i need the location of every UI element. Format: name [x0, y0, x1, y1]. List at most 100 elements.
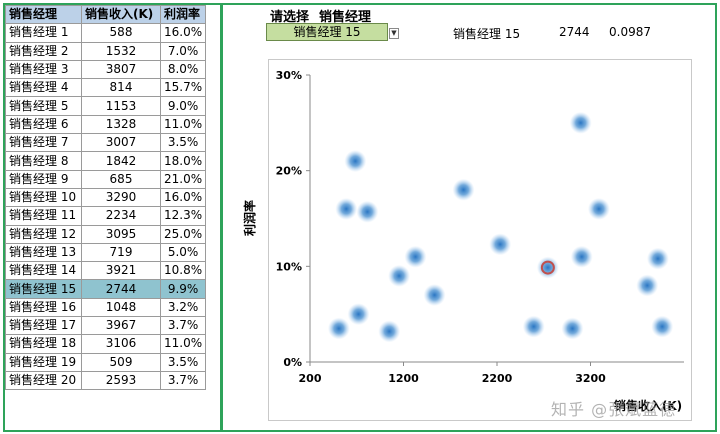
cell-revenue: 3967	[81, 316, 161, 336]
cell-revenue: 3921	[81, 261, 161, 281]
watermark: 知乎 @张斌蓝德	[551, 400, 677, 419]
table-row[interactable]: 销售经理 17 3967 3.7%	[5, 316, 207, 336]
table-row[interactable]: 销售经理 5 1153 9.0%	[5, 96, 207, 116]
scatter-point[interactable]	[561, 317, 584, 340]
cell-revenue: 1532	[81, 41, 161, 61]
cell-revenue: 1153	[81, 96, 161, 116]
readout-revenue: 2744	[559, 25, 590, 39]
scatter-point[interactable]	[536, 256, 559, 279]
scatter-point[interactable]	[489, 233, 512, 256]
table-row[interactable]: 销售经理 15 2744 9.9%	[5, 279, 207, 299]
chart-frame	[221, 3, 717, 432]
scatter-point[interactable]	[452, 178, 475, 201]
cell-revenue: 2593	[81, 370, 161, 391]
cell-manager: 销售经理 13	[5, 242, 82, 263]
readout-name: 销售经理 15	[453, 27, 521, 41]
table-row[interactable]: 销售经理 2 1532 7.0%	[5, 41, 207, 61]
table-row[interactable]: 销售经理 6 1328 11.0%	[5, 114, 207, 135]
cell-revenue: 588	[81, 23, 161, 43]
chevron-down-icon[interactable]: ▼	[389, 28, 399, 39]
x-tick-label: 3200	[575, 372, 606, 385]
table-row[interactable]: 销售经理 18 3106 11.0%	[5, 334, 207, 354]
cell-revenue: 2234	[81, 206, 161, 226]
cell-manager: 销售经理 19	[5, 352, 82, 372]
readout-margin: 0.0987	[609, 25, 651, 39]
table-row[interactable]: 销售经理 12 3095 25.0%	[5, 224, 207, 244]
scatter-point[interactable]	[569, 111, 592, 134]
cell-revenue: 3807	[81, 59, 161, 80]
y-tick-label: 0%	[283, 356, 302, 369]
cell-margin: 3.7%	[159, 370, 207, 391]
scatter-point[interactable]	[646, 247, 669, 270]
cell-margin: 21.0%	[159, 169, 207, 189]
cell-margin: 3.5%	[159, 133, 207, 153]
scatter-point[interactable]	[347, 303, 370, 326]
cell-revenue: 1048	[81, 297, 161, 318]
scatter-point[interactable]	[587, 197, 610, 220]
cell-margin: 11.0%	[159, 334, 207, 354]
cell-margin: 15.7%	[159, 78, 207, 98]
scatter-point[interactable]	[570, 245, 593, 268]
y-tick-label: 10%	[276, 260, 302, 273]
table-row[interactable]: 销售经理 9 685 21.0%	[5, 169, 207, 189]
cell-margin: 11.0%	[159, 114, 207, 135]
cell-manager: 销售经理 5	[5, 96, 82, 116]
table-row[interactable]: 销售经理 19 509 3.5%	[5, 352, 207, 372]
cell-manager: 销售经理 20	[5, 370, 82, 391]
scatter-point[interactable]	[327, 317, 350, 340]
cell-revenue: 1842	[81, 151, 161, 171]
cell-manager: 销售经理 2	[5, 41, 82, 61]
y-axis-title: 利润率	[242, 200, 257, 236]
cell-margin: 16.0%	[159, 187, 207, 208]
x-axis-title: 销售收入(K)	[614, 398, 682, 413]
cell-margin: 3.7%	[159, 316, 207, 336]
table-row[interactable]: 销售经理 1 588 16.0%	[5, 23, 207, 43]
y-tick-label: 20%	[276, 165, 302, 178]
cell-margin: 3.5%	[159, 352, 207, 372]
scatter-point[interactable]	[335, 197, 358, 220]
scatter-point[interactable]	[378, 320, 401, 343]
cell-margin: 16.0%	[159, 23, 207, 43]
table-row[interactable]: 销售经理 3 3807 8.0%	[5, 59, 207, 80]
cell-manager: 销售经理 3	[5, 59, 82, 80]
scatter-point[interactable]	[388, 264, 411, 287]
cell-revenue: 3106	[81, 334, 161, 354]
cell-margin: 3.2%	[159, 297, 207, 318]
scatter-point[interactable]	[356, 200, 379, 223]
cell-manager: 销售经理 11	[5, 206, 82, 226]
cell-revenue: 3095	[81, 224, 161, 244]
table-row[interactable]: 销售经理 11 2234 12.3%	[5, 206, 207, 226]
sales-table: 销售经理 销售收入(K) 利润率 销售经理 1 588 16.0% 销售经理 2 153…	[5, 4, 207, 391]
cell-revenue: 814	[81, 78, 161, 98]
table-row[interactable]: 销售经理 7 3007 3.5%	[5, 133, 207, 153]
header-manager[interactable]: 销售经理	[5, 4, 82, 25]
table-header-row: 销售经理 销售收入(K) 利润率	[5, 4, 207, 25]
table-row[interactable]: 销售经理 16 1048 3.2%	[5, 297, 207, 318]
scatter-point[interactable]	[344, 150, 367, 173]
highlight-point[interactable]	[540, 260, 555, 275]
cell-manager: 销售经理 6	[5, 114, 82, 135]
cell-margin: 18.0%	[159, 151, 207, 171]
cell-revenue: 1328	[81, 114, 161, 135]
header-margin[interactable]: 利润率	[159, 4, 207, 25]
scatter-point[interactable]	[404, 245, 427, 268]
manager-select[interactable]: 销售经理 15	[266, 23, 388, 41]
table-row[interactable]: 销售经理 4 814 15.7%	[5, 78, 207, 98]
cell-manager: 销售经理 1	[5, 23, 82, 43]
scatter-point[interactable]	[423, 284, 446, 307]
cell-margin: 9.9%	[159, 279, 207, 299]
table-row[interactable]: 销售经理 13 719 5.0%	[5, 242, 207, 263]
header-revenue[interactable]: 销售收入(K)	[81, 4, 161, 25]
cell-manager: 销售经理 14	[5, 261, 82, 281]
chart-area	[268, 59, 692, 421]
scatter-point[interactable]	[522, 315, 545, 338]
cell-manager: 销售经理 12	[5, 224, 82, 244]
table-row[interactable]: 销售经理 20 2593 3.7%	[5, 370, 207, 391]
scatter-point[interactable]	[651, 315, 674, 338]
table-row[interactable]: 销售经理 10 3290 16.0%	[5, 187, 207, 208]
table-row[interactable]: 销售经理 14 3921 10.8%	[5, 261, 207, 281]
table-row[interactable]: 销售经理 8 1842 18.0%	[5, 151, 207, 171]
scatter-point[interactable]	[636, 274, 659, 297]
x-tick-label: 2200	[482, 372, 513, 385]
x-tick-label: 200	[299, 372, 322, 385]
